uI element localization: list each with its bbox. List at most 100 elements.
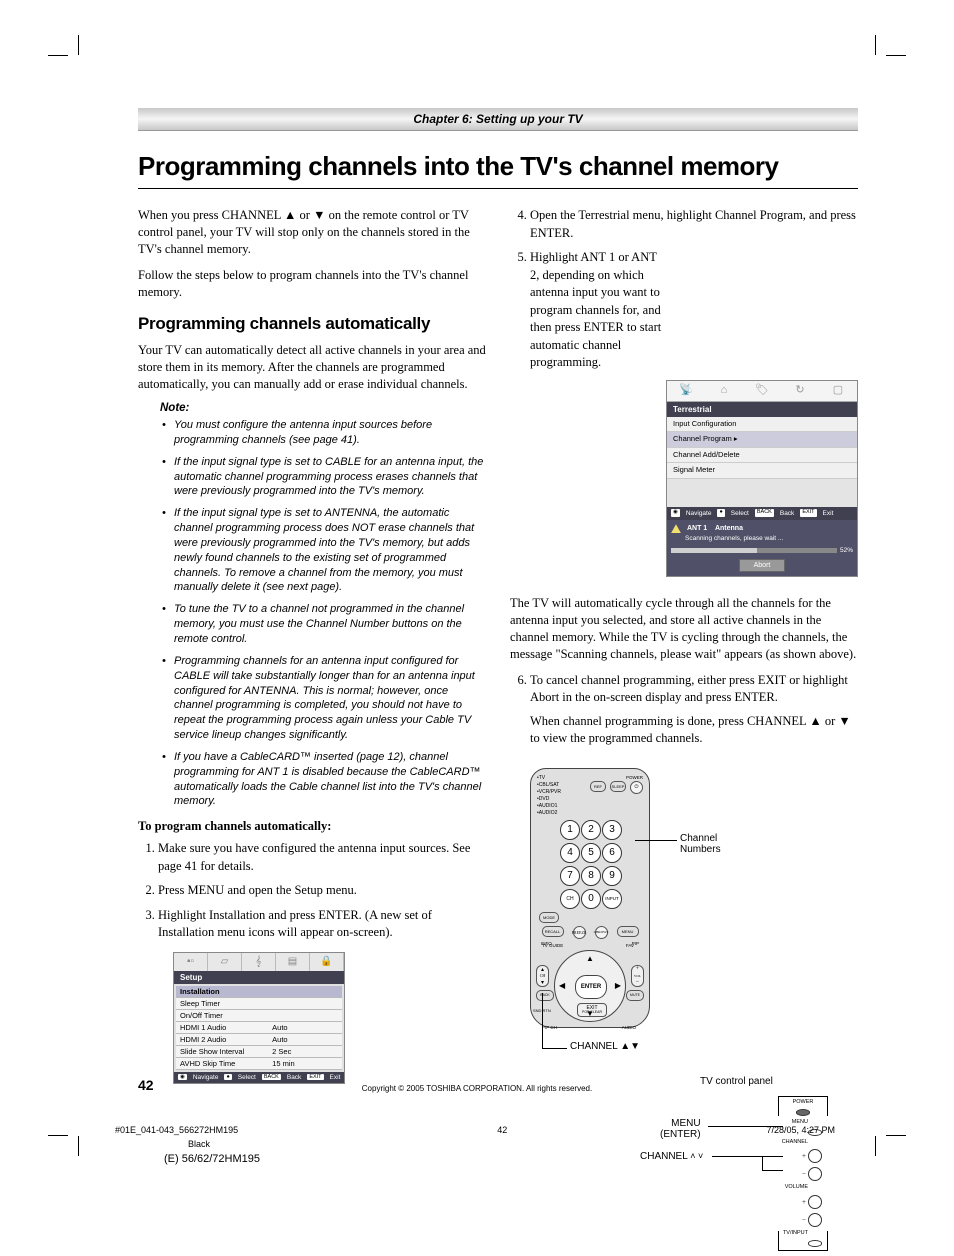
crop-mark [875,1136,876,1156]
menu-footer: ◉Navigate ●Select BACKBack EXITExit [174,1072,344,1083]
menu-row: Slide Show Interval2 Sec [176,1046,342,1058]
scan-ant-label: ANT 1 [687,525,707,532]
dpad-up-icon: ▲ [586,954,594,963]
warning-icon [671,524,681,533]
setup-menu-screenshot: ▪▫ ▱ 𝄞 ▤ 🔒 Setup Installation Sleep Time… [173,952,345,1084]
callout-line [762,1170,783,1171]
num-button: 8 [581,866,601,886]
panel-channel-up-button [808,1149,822,1163]
panel-channel-label: CHANNEL [780,1140,826,1146]
remote-button: CBROWS [595,926,608,939]
dpad-label: PIP CH [542,1025,557,1030]
chapter-header: Chapter 6: Setting up your TV [138,108,858,131]
footer-color: Black [188,1139,210,1149]
crop-mark [78,35,79,55]
dpad-right-icon: ▶ [615,981,621,990]
dpad-label: TV GUIDE [542,943,563,948]
num-button: 5 [581,843,601,863]
num-button: 7 [560,866,580,886]
panel-volume-down-button [808,1213,822,1227]
scan-message: Scanning channels, please wait ... [685,534,853,543]
menu-row: AVHD Skip Time15 min [176,1058,342,1070]
page-title: Programming channels into the TV's chann… [138,151,858,182]
terr-menu-row: Signal Meter [667,463,857,479]
remote-numpad: 1 2 3 4 5 6 7 8 9 CH 0 INPUT [560,820,620,909]
steps-list-right-2: To cancel channel programming, either pr… [510,672,858,748]
menu-row: HDMI 1 AudioAuto [176,1022,342,1034]
num-button: 9 [602,866,622,886]
remote-illustration: •TV •CBL/SAT •VCR/PVR •DVD •AUDIO1 •AUDI… [530,768,858,1058]
num-button: CH [560,889,580,909]
crop-mark [875,35,876,55]
panel-input-button [808,1240,822,1247]
note-heading: Note: [160,402,486,414]
terrestrial-menu-screenshot: 📡 ⌂ 🏷 ↻ ▢ Terrestrial Input Configuratio… [666,380,858,578]
note-item: To tune the TV to a channel not programm… [174,602,486,647]
callout-channel-updown: CHANNEL ▲▼ [570,1041,640,1052]
crop-mark [886,55,906,56]
panel-volume-up-button [808,1195,822,1209]
scanning-dialog: ANT 1 Antenna Scanning channels, please … [667,520,857,577]
progress-fill [671,548,757,553]
power-button: ⏻ [630,781,643,794]
up-arrow-icon: ▲ [284,207,296,224]
note-item: You must configure the antenna input sou… [174,418,486,448]
dpad-label: AUDIO [622,1025,636,1030]
callout-line [762,1156,763,1170]
menu-row: On/Off Timer [176,1010,342,1022]
step-item: Make sure you have configured the antenn… [158,840,486,875]
terr-tab-icon: ▢ [819,381,857,401]
remote-button: SLEEP [610,781,626,792]
callout-channel-numbers: Channel Numbers [680,833,721,855]
terr-menu-row: Channel Program ▸ [667,432,857,448]
mode-button: MODE [539,912,559,923]
steps-list-right: Open the Terrestrial menu, highlight Cha… [510,207,858,585]
menu-tab-icon: ▱ [208,953,242,971]
crop-mark [78,1136,79,1156]
auto-paragraph: Your TV can automatically detect all act… [138,342,486,393]
menu-tab-icon: ▪▫ [174,953,208,971]
num-button: 4 [560,843,580,863]
num-button: 2 [581,820,601,840]
tv-control-panel-illustration: TV control panel POWER MENU CHANNEL + − [510,1076,858,1256]
menu-tab-icon: ▤ [276,953,310,971]
scan-type-label: Antenna [715,525,743,532]
progress-bar [671,548,837,553]
terr-tab-icon: ⌂ [705,381,743,401]
terr-menu-title: Terrestrial [667,402,857,417]
callout-channel-panel: CHANNEL ˄ ˅ [640,1151,703,1162]
panel-channel-down-button [808,1167,822,1181]
crop-mark [886,1135,906,1136]
terr-menu-row: Channel Add/Delete [667,448,857,464]
up-arrow-icon: ▲ [809,713,821,731]
remote-button: BACK [536,990,554,1001]
down-arrow-icon: ▼ [838,713,850,731]
panel-volume-label: VOLUME [780,1185,826,1191]
note-item: If the input signal type is set to ANTEN… [174,506,486,595]
scan-explanation: The TV will automatically cycle through … [510,595,858,663]
num-button: 0 [581,889,601,909]
callout-line [635,840,677,841]
intro-paragraph-1: When you press CHANNEL ▲ or ▼ on the rem… [138,207,486,258]
menu-row: HDMI 2 AudioAuto [176,1034,342,1046]
callout-line [712,1156,783,1157]
step-item: Highlight ANT 1 or ANT 2, depending on w… [530,249,858,585]
remote-button: MENU [617,926,639,937]
callout-line [542,993,543,1048]
menu-row: Installation [176,986,342,998]
channel-rocker: ▴CH▾ [536,965,549,987]
step-item: Open the Terrestrial menu, highlight Cha… [530,207,858,242]
num-button: 6 [602,843,622,863]
terr-tab-icon: 🏷 [743,381,781,401]
footer-fileinfo: #01E_041-043_566272HM195 42 7/28/05, 4:2… [115,1125,835,1135]
callout-line [542,1048,567,1049]
down-arrow-icon: ▼ [313,207,325,224]
copyright-text: Copyright © 2005 TOSHIBA CORPORATION. Al… [0,1084,954,1093]
remote-button: MUTE [626,990,644,1001]
note-list: You must configure the antenna input sou… [160,418,486,809]
crop-mark [48,1135,68,1136]
remote-button: FREEZE [573,926,586,939]
section-heading-auto: Programming channels automatically [138,314,486,334]
menu-tab-icon: 𝄞 [242,953,276,971]
dpad-label: FAV [626,943,634,948]
